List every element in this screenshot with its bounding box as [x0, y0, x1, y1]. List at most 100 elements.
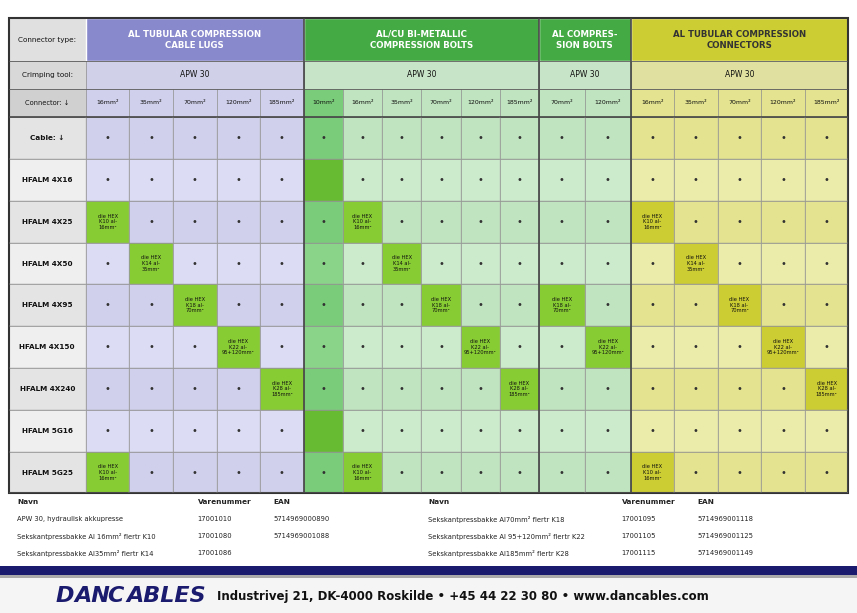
Bar — [343, 243, 382, 284]
Bar — [631, 61, 848, 89]
Text: HFALM 4X25: HFALM 4X25 — [22, 219, 73, 225]
Text: HFALM 4X50: HFALM 4X50 — [22, 261, 73, 267]
Bar — [173, 452, 217, 493]
Bar — [631, 326, 674, 368]
Text: •: • — [438, 426, 444, 436]
Bar — [539, 410, 584, 452]
Text: •: • — [824, 342, 830, 352]
Text: •: • — [399, 426, 405, 436]
Text: •: • — [321, 384, 327, 394]
Bar — [717, 284, 761, 326]
Text: •: • — [192, 426, 198, 436]
Text: 5714969001088: 5714969001088 — [273, 533, 329, 539]
Text: Cable: ↓: Cable: ↓ — [30, 135, 64, 141]
Bar — [761, 410, 805, 452]
Text: •: • — [559, 175, 565, 185]
Text: die HEX
K28 al-
185mm²: die HEX K28 al- 185mm² — [816, 381, 837, 397]
Bar — [674, 243, 717, 284]
Bar — [584, 243, 631, 284]
Text: Connector type:: Connector type: — [18, 37, 76, 43]
Text: •: • — [192, 384, 198, 394]
Text: die HEX
K22 al-
95+120mm²: die HEX K22 al- 95+120mm² — [767, 339, 800, 356]
Bar — [717, 159, 761, 201]
Bar — [584, 117, 631, 159]
Text: •: • — [438, 384, 444, 394]
Bar — [343, 410, 382, 452]
Bar — [500, 243, 539, 284]
Text: Varenummer: Varenummer — [197, 500, 251, 505]
Bar — [9, 410, 86, 452]
Bar — [500, 368, 539, 410]
Text: die HEX
K22 al-
95+120mm²: die HEX K22 al- 95+120mm² — [591, 339, 624, 356]
Text: •: • — [321, 300, 327, 310]
Bar — [422, 201, 460, 243]
Bar — [500, 284, 539, 326]
Bar — [217, 368, 261, 410]
Text: •: • — [192, 342, 198, 352]
Text: AL TUBULAR COMPRESSION
CONNECTORS: AL TUBULAR COMPRESSION CONNECTORS — [673, 30, 806, 50]
Bar — [129, 326, 173, 368]
Bar — [217, 89, 261, 117]
Bar — [382, 326, 422, 368]
Bar — [173, 117, 217, 159]
Bar — [717, 368, 761, 410]
Bar — [303, 117, 343, 159]
Text: •: • — [780, 217, 786, 227]
Bar — [9, 89, 86, 117]
Text: •: • — [477, 426, 483, 436]
Bar — [129, 89, 173, 117]
Bar — [805, 368, 848, 410]
Text: •: • — [736, 133, 742, 143]
Text: •: • — [105, 384, 111, 394]
Bar — [539, 18, 631, 61]
Bar — [86, 18, 303, 61]
Text: •: • — [279, 426, 285, 436]
Text: •: • — [736, 384, 742, 394]
Text: •: • — [192, 468, 198, 478]
Bar — [500, 201, 539, 243]
Bar — [674, 326, 717, 368]
Text: •: • — [279, 259, 285, 268]
Text: APW 30: APW 30 — [570, 70, 600, 80]
Text: Navn: Navn — [17, 500, 38, 505]
Text: •: • — [399, 384, 405, 394]
Text: •: • — [517, 468, 523, 478]
Bar — [761, 201, 805, 243]
Text: die HEX
K28 al-
185mm²: die HEX K28 al- 185mm² — [271, 381, 293, 397]
Text: •: • — [321, 133, 327, 143]
Bar — [86, 284, 129, 326]
Text: 70mm²: 70mm² — [429, 101, 452, 105]
Text: •: • — [105, 175, 111, 185]
Bar — [303, 452, 343, 493]
Bar — [217, 284, 261, 326]
Text: •: • — [780, 468, 786, 478]
Text: Industrivej 21, DK-4000 Roskilde • +45 44 22 30 80 • www.dancables.com: Industrivej 21, DK-4000 Roskilde • +45 4… — [217, 590, 709, 603]
Bar — [261, 326, 303, 368]
Text: •: • — [693, 133, 698, 143]
Text: •: • — [559, 384, 565, 394]
Text: 17001095: 17001095 — [621, 516, 656, 522]
Text: •: • — [477, 468, 483, 478]
Text: •: • — [824, 175, 830, 185]
Text: •: • — [148, 426, 154, 436]
Text: 17001105: 17001105 — [621, 533, 656, 539]
Bar — [382, 452, 422, 493]
Text: 120mm²: 120mm² — [595, 101, 621, 105]
Text: EAN: EAN — [698, 500, 714, 505]
Text: •: • — [360, 426, 365, 436]
Bar — [761, 159, 805, 201]
Text: 17001086: 17001086 — [197, 550, 232, 556]
Text: •: • — [148, 342, 154, 352]
Bar — [717, 117, 761, 159]
Text: die HEX
K18 al-
70mm²: die HEX K18 al- 70mm² — [185, 297, 205, 313]
Bar — [539, 61, 631, 89]
Text: Sekskantpressbakke Al 95+120mm² flertr K22: Sekskantpressbakke Al 95+120mm² flertr K… — [428, 533, 585, 540]
Bar — [217, 117, 261, 159]
Bar — [303, 326, 343, 368]
Bar — [261, 201, 303, 243]
Bar — [631, 89, 674, 117]
Text: •: • — [105, 133, 111, 143]
Text: •: • — [360, 384, 365, 394]
Text: 35mm²: 35mm² — [140, 101, 163, 105]
Bar — [539, 452, 584, 493]
